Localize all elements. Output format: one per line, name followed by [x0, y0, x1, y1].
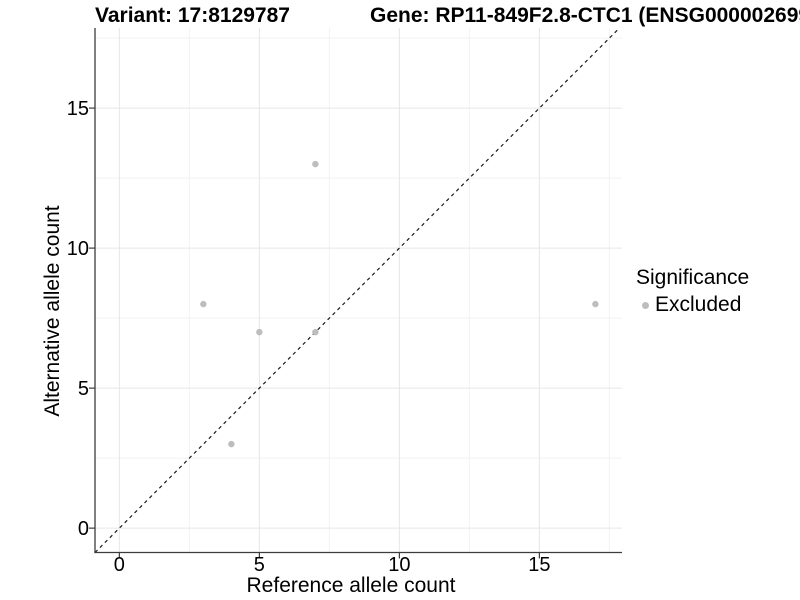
legend-item: Excluded — [636, 293, 749, 317]
legend-point-icon — [642, 301, 649, 309]
y-axis-title: Alternative allele count — [41, 205, 64, 417]
x-tick-label: 10 — [388, 554, 410, 576]
x-tick-label: 15 — [528, 554, 550, 576]
y-tick-label: 10 — [67, 238, 89, 260]
data-point — [256, 328, 263, 336]
data-point — [312, 328, 319, 336]
plot-title-gene: Gene: RP11-849F2.8-CTC1 (ENSG00000269928 — [370, 4, 800, 27]
legend: Significance Excluded — [636, 266, 749, 317]
legend-item-label: Excluded — [655, 293, 742, 316]
legend-title: Significance — [636, 266, 750, 289]
identity-line — [94, 27, 620, 553]
y-tick-label: 5 — [78, 378, 89, 400]
y-tick-label: 15 — [67, 98, 89, 120]
x-tick-label: 5 — [254, 554, 265, 576]
data-point — [312, 160, 319, 168]
data-point — [592, 300, 599, 308]
data-point — [200, 300, 207, 308]
x-axis-title: Reference allele count — [246, 574, 456, 597]
x-tick-label: 0 — [114, 554, 125, 576]
plot-title-variant: Variant: 17:8129787 — [95, 4, 290, 27]
data-point — [228, 440, 235, 448]
y-tick-label: 0 — [78, 518, 89, 540]
